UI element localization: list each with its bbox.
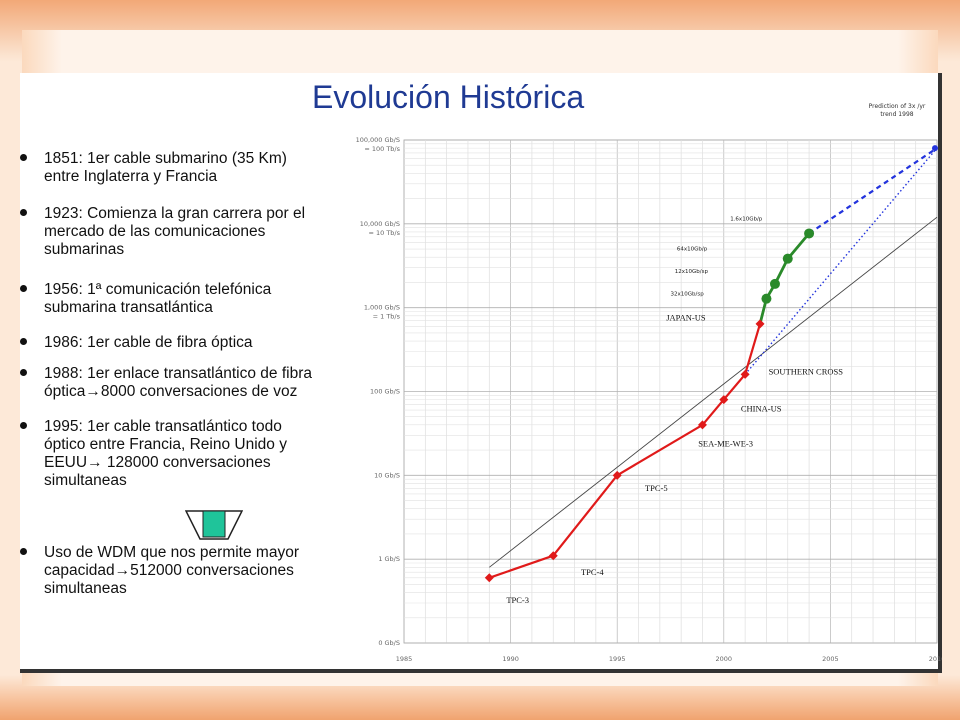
wdm-label: 64x10Gb/p — [677, 247, 708, 253]
wdm-label: 32x10Gb/sp — [671, 291, 705, 297]
y-tick-label: 100,000 Gb/S — [356, 136, 400, 144]
y-tick-label: 10 Gb/S — [374, 471, 400, 479]
cable-label: SOUTHERN CROSS — [769, 366, 844, 376]
bullet-line: Uso de WDM que nos permite mayor — [44, 544, 299, 561]
data-point — [782, 253, 793, 264]
bullet-line: simultaneas — [44, 580, 127, 597]
data-point — [804, 228, 815, 239]
cable-label: TPC-5 — [645, 483, 668, 493]
bullet-dot — [20, 422, 27, 429]
trend-line — [489, 216, 938, 568]
bullet-line: simultaneas — [44, 472, 127, 489]
trend-3x-line — [744, 147, 938, 375]
down-arrow-icon — [185, 510, 243, 540]
cable-label: SEA-ME-WE-3 — [698, 439, 753, 449]
cable-label: JAPAN-US — [666, 313, 706, 323]
data-point — [769, 278, 780, 289]
bullet-line: 1956: 1ª comunicación telefónica — [44, 281, 272, 298]
data-point — [484, 573, 494, 583]
y-tick-label: = 1 Tb/s — [373, 313, 401, 321]
cable-label: TPC-3 — [506, 595, 529, 605]
bullet-line: 1923: Comienza la gran carrera por el — [44, 205, 306, 222]
bullet-line: EEUU→ 128000 conversaciones — [44, 454, 271, 471]
bullet-line: óptico entre Francia, Reino Unido y — [44, 436, 287, 453]
bullet-dot — [20, 548, 27, 555]
cable-label: TPC-4 — [581, 567, 604, 577]
bullet-line: capacidad→512000 conversaciones — [44, 562, 294, 579]
x-tick-label: 1995 — [609, 655, 626, 663]
slide-title: Evolución Histórica — [312, 79, 585, 115]
bullet-dot — [20, 209, 27, 216]
bullet-dot — [20, 154, 27, 161]
bullet-dot — [20, 369, 27, 376]
bullet-line: mercado de las comunicaciones — [44, 223, 266, 240]
bullet-line: óptica→8000 conversaciones de voz — [44, 383, 298, 400]
y-tick-label: 1,000 Gb/S — [364, 304, 400, 312]
bullet-line: entre Inglaterra y Francia — [44, 168, 218, 185]
y-tick-label: 1 Gb/S — [378, 555, 400, 563]
projection-line — [808, 147, 938, 235]
x-tick-label: 2005 — [822, 655, 839, 663]
y-tick-label: = 10 Tb/s — [368, 229, 400, 237]
cable-label: CHINA-US — [741, 403, 782, 413]
x-tick-label: 1990 — [502, 655, 519, 663]
y-tick-label: 100 Gb/S — [370, 388, 400, 396]
wdm-label: 12x10Gb/sp — [675, 269, 709, 275]
prediction-note-line: trend 1998 — [880, 111, 914, 118]
data-point — [612, 470, 622, 480]
y-tick-label: = 100 Tb/s — [364, 145, 400, 153]
data-point — [548, 551, 558, 561]
data-point — [719, 395, 729, 405]
trend-end-marker — [932, 145, 938, 152]
bullet-dot — [20, 285, 27, 292]
bullet-line: submarina transatlántica — [44, 299, 213, 316]
bullet-line: 1988: 1er enlace transatlántico de fibra — [44, 365, 312, 382]
prediction-note-line: Prediction of 3x /yr — [868, 103, 926, 110]
data-point — [761, 293, 772, 304]
x-tick-label: 2000 — [716, 655, 733, 663]
bullet-line: 1986: 1er cable de fibra óptica — [44, 334, 253, 351]
y-tick-label: 10,000 Gb/S — [360, 220, 400, 228]
bullet-line: submarinas — [44, 241, 125, 258]
bullet-dot — [20, 338, 27, 345]
prediction-note: Prediction of 3x /yr trend 1998 — [857, 103, 937, 119]
data-point — [697, 420, 707, 430]
data-point — [740, 369, 750, 379]
bullet-line: 1851: 1er cable submarino (35 Km) — [44, 150, 287, 167]
data-point — [755, 319, 765, 329]
slide: Evolución Histórica Prediction of 3x /yr… — [20, 73, 942, 673]
wdm-label: 1.6x10Gb/p — [730, 216, 763, 222]
x-tick-label: 1985 — [396, 655, 413, 663]
bullet-line: 1995: 1er cable transatlántico todo — [44, 418, 282, 435]
y-tick-label: 0 Gb/S — [378, 639, 400, 647]
